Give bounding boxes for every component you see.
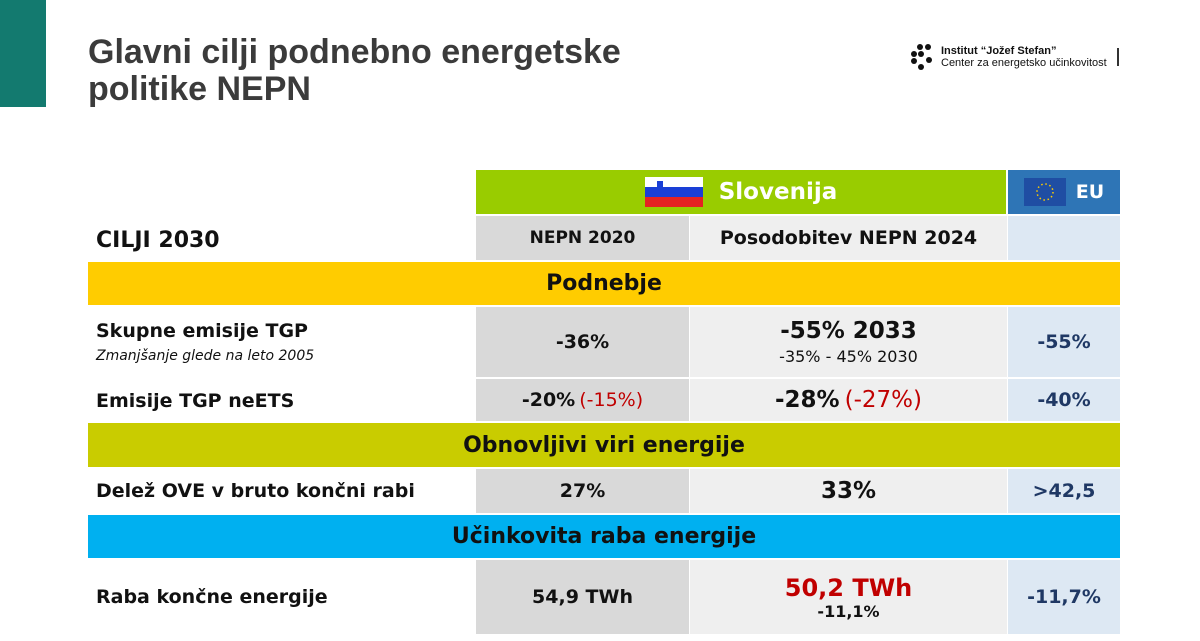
col-nepn2020: NEPN 2020 (476, 216, 689, 260)
row-label: Raba končne energije (96, 586, 328, 608)
logo-line1: Institut “Jožef Stefan” (941, 45, 1057, 57)
slovenija-label: Slovenija (718, 179, 838, 205)
page-title: Glavni cilji podnebno energetske politik… (88, 33, 621, 108)
value: 50,2 TWh (784, 573, 913, 602)
cell-eu: -55% (1008, 307, 1120, 377)
value: -55% 2033 (780, 318, 917, 344)
value: -20% (521, 389, 576, 411)
logo: Institut “Jožef Stefan” Center za energet… (911, 44, 1107, 70)
subvalue: -35% - 45% 2030 (779, 347, 918, 366)
section-podnebje: Podnebje (88, 262, 1120, 305)
cell-eu: >42,5 (1008, 469, 1120, 513)
value: -28% (775, 387, 840, 413)
cell-nepn2020: -20% (-15%) (476, 379, 689, 421)
accent-bar (0, 0, 46, 107)
eu-label: EU (1075, 181, 1105, 203)
alt-value: (-27%) (844, 387, 922, 413)
divider (1117, 48, 1119, 66)
cell-nepn2024: 33% (690, 469, 1007, 513)
cell-nepn2024: -28% (-27%) (690, 379, 1007, 421)
eu-flag-icon (1023, 178, 1066, 206)
cell-eu: -40% (1008, 379, 1120, 421)
slovenia-flag-icon (644, 177, 703, 207)
ijs-logo-icon (911, 44, 932, 70)
section-ure: Učinkovita raba energije (88, 515, 1120, 558)
row-label: Emisije TGP neETS (96, 390, 295, 412)
goals-heading: CILJI 2030 (96, 228, 220, 253)
eu-header: EU (1008, 170, 1120, 214)
section-ove: Obnovljivi viri energije (88, 423, 1120, 467)
cell-nepn2024: -55% 2033 -35% - 45% 2030 (690, 307, 1007, 377)
col-nepn2024: Posodobitev NEPN 2024 (690, 216, 1007, 260)
cell-nepn2020: -36% (476, 307, 689, 377)
cell-nepn2024: 50,2 TWh -11,1% (690, 560, 1007, 634)
col-eu (1008, 216, 1120, 260)
cell-nepn2020: 54,9 TWh (476, 560, 689, 634)
row-label: Delež OVE v bruto končni rabi (96, 480, 415, 502)
alt-value: (-15%) (579, 389, 644, 411)
subvalue: -11,1% (817, 601, 880, 621)
logo-line2: Center za energetsko učinkovitost (941, 57, 1107, 69)
cell-eu: -11,7% (1008, 560, 1120, 634)
row-sublabel: Zmanjšanje glede na leto 2005 (96, 348, 315, 364)
row-label: Skupne emisije TGP (96, 320, 308, 342)
cell-nepn2020: 27% (476, 469, 689, 513)
slovenija-header: Slovenija (476, 170, 1006, 214)
